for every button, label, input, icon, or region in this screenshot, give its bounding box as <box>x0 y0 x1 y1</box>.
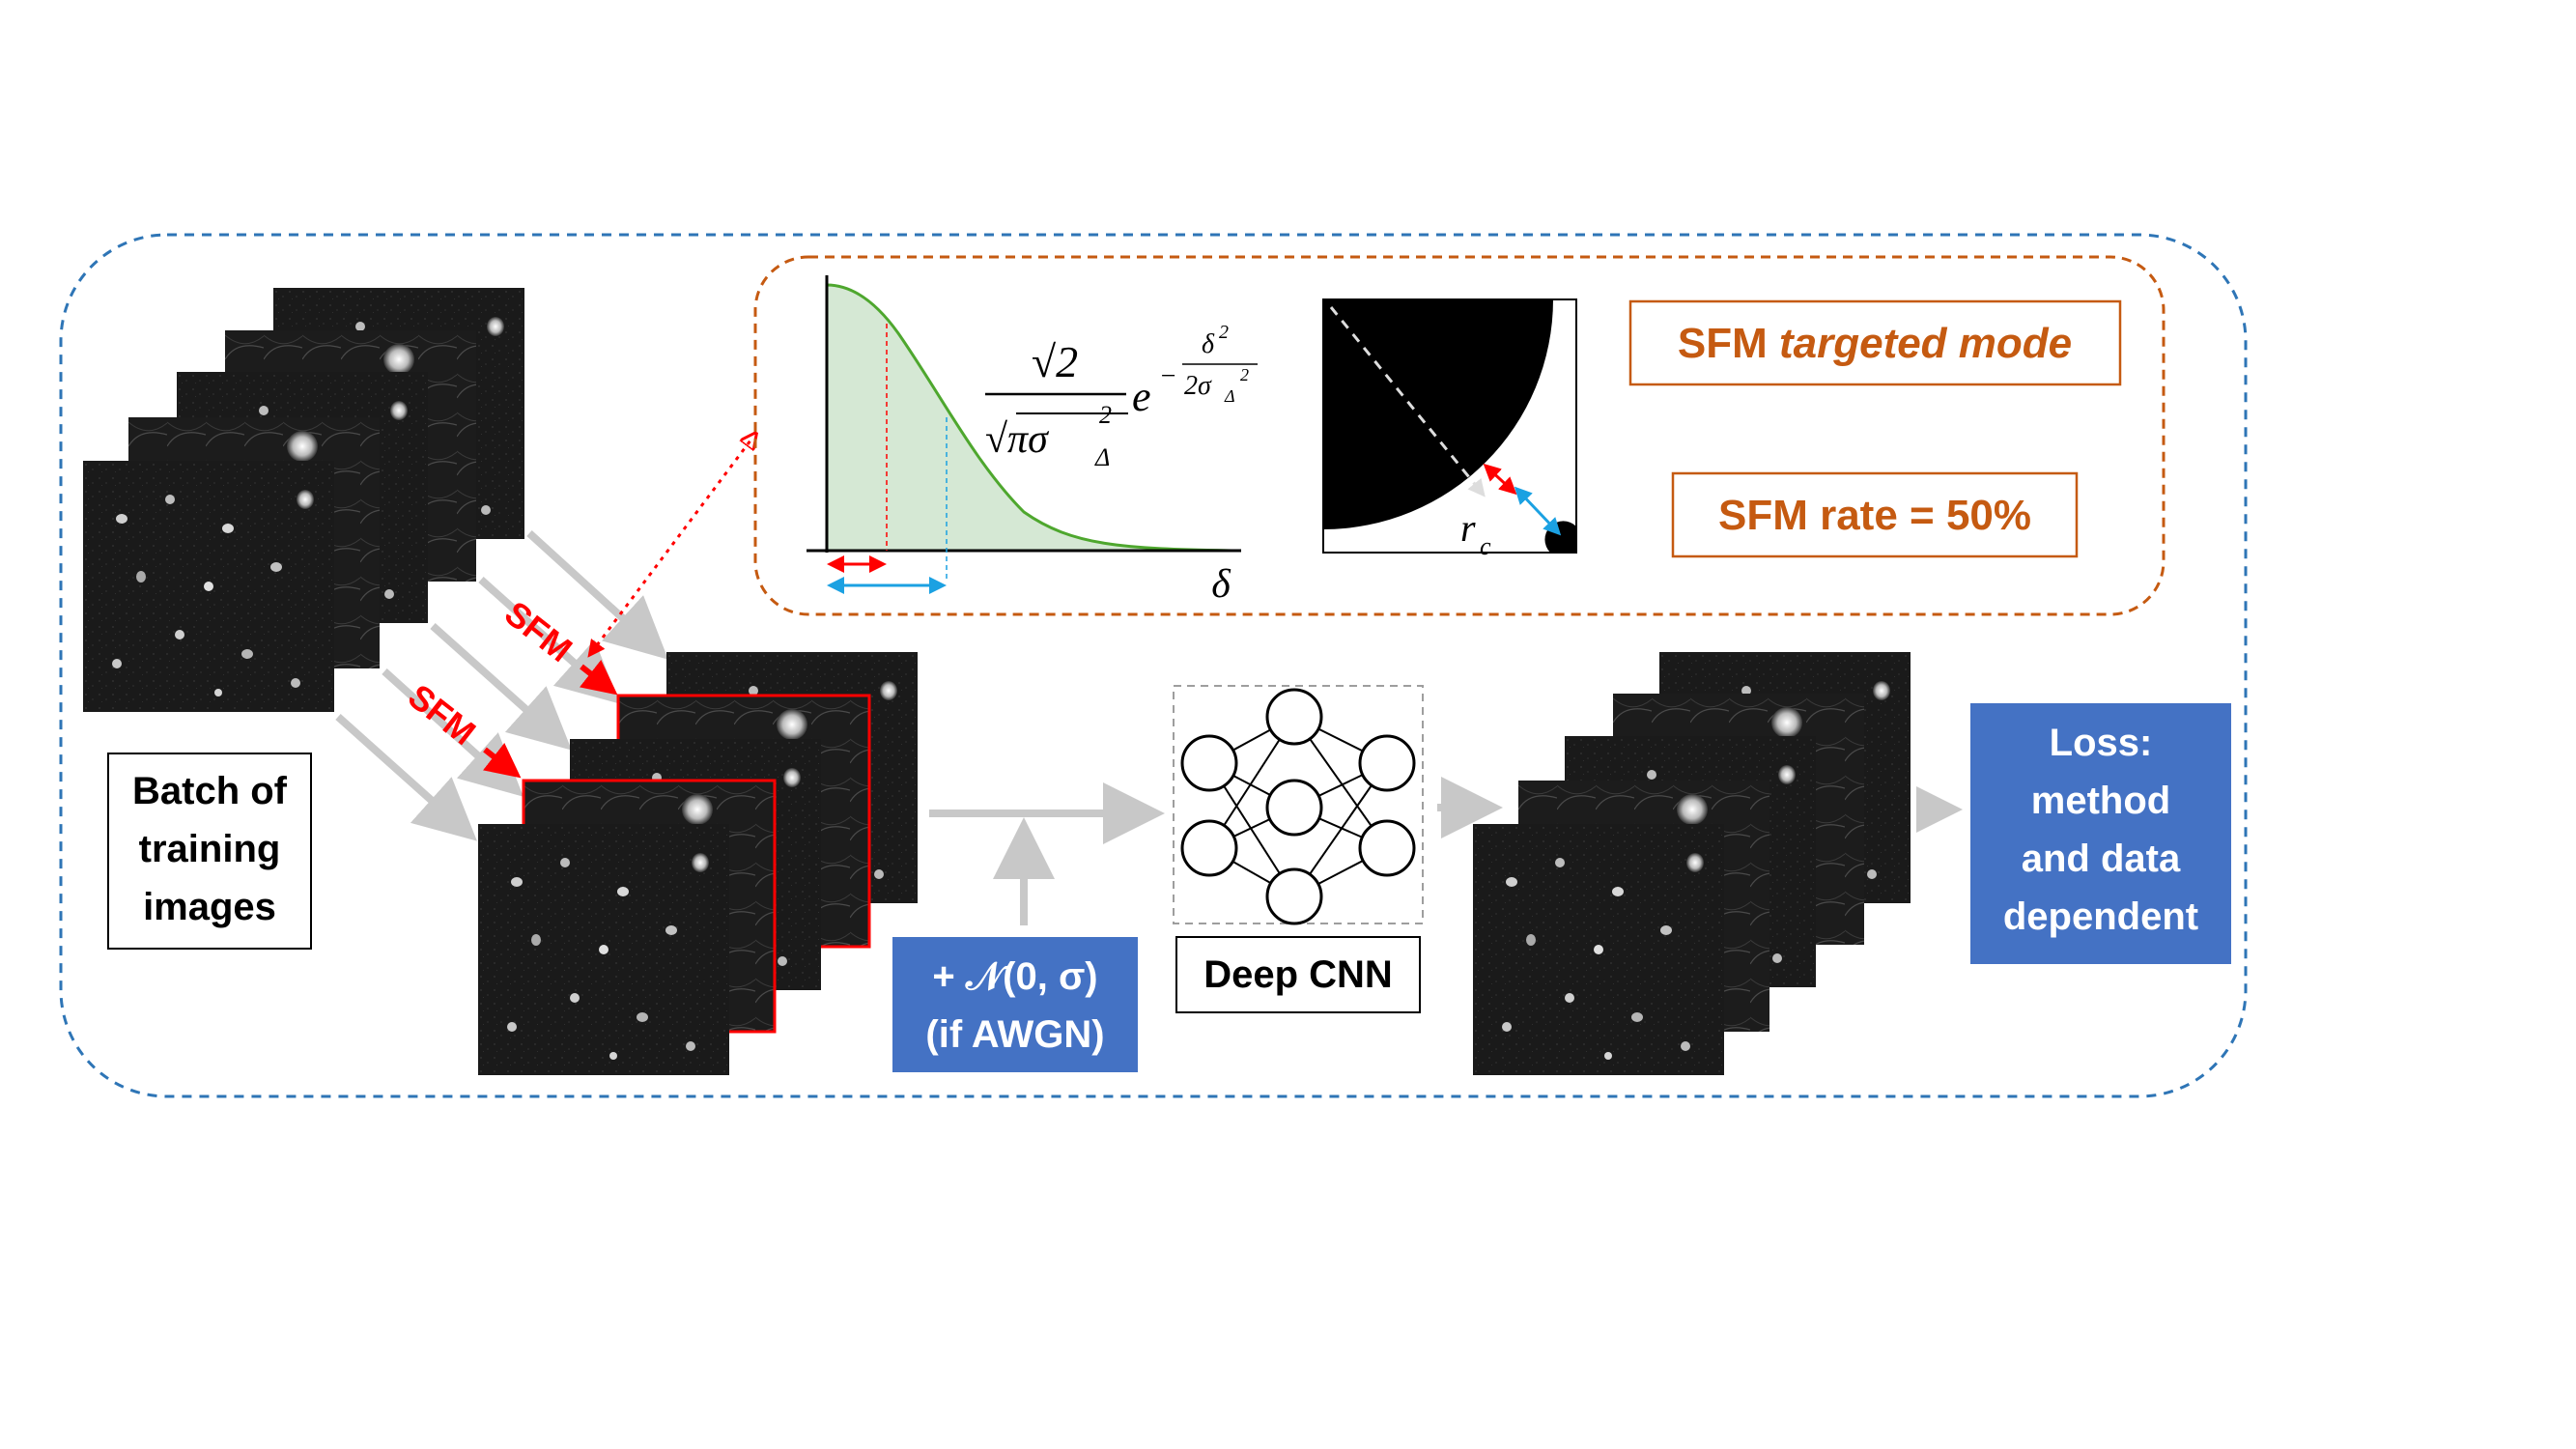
sfm-rate-text: SFM rate = 50% <box>1718 492 2031 539</box>
cnn-label-box: Deep CNN <box>1175 936 1421 1013</box>
loss-box: Loss: method and data dependent <box>1970 703 2231 964</box>
gaussian-curve <box>826 283 1237 553</box>
loss-line3: and data <box>2022 838 2181 880</box>
formula-denominator: √πσ <box>985 417 1050 462</box>
noise-box: + 𝒩(0, σ) (if AWGN) <box>892 937 1138 1072</box>
graph-axis-label: δ <box>1211 562 1231 607</box>
cnn-icon <box>1173 685 1424 925</box>
batch-label-line1: Batch of <box>132 770 288 812</box>
sfm-detail-link <box>591 437 753 653</box>
loss-line2: method <box>2031 780 2170 822</box>
formula-base: e <box>1132 373 1151 420</box>
cnn-label: Deep CNN <box>1203 953 1393 996</box>
batch-label-box: Batch of training images <box>107 753 312 950</box>
formula-denominator-sup: 2 <box>1099 401 1112 429</box>
sfm-arrow-lower: SFM <box>401 676 522 779</box>
formula-denominator-sub: Δ <box>1094 443 1110 471</box>
formula-numerator: √2 <box>1032 337 1078 386</box>
sfm-rate-box: SFM rate = 50% <box>1671 471 2079 558</box>
targeted-mode-prefix: SFM <box>1678 320 1779 367</box>
formula-exp-den-sup: 2 <box>1240 365 1249 384</box>
targeted-mode-box: SFM targeted mode <box>1628 299 2122 386</box>
noise-line2: (if AWGN) <box>925 1013 1104 1056</box>
formula-exp-sign: − <box>1159 361 1177 391</box>
sfm-image-stack <box>478 652 918 1075</box>
batch-label-line3: images <box>143 886 276 928</box>
gaussian-graph: δ <box>807 275 1241 607</box>
gaussian-formula: √2 √πσ Δ 2 e − δ 2 2σ Δ 2 <box>985 322 1258 471</box>
formula-exp-den: 2σ <box>1184 371 1212 401</box>
gaussian-area <box>827 285 1236 551</box>
sfm-detail-inset <box>753 255 2166 616</box>
loss-line4: dependent <box>2003 895 2198 938</box>
batch-label-line2: training <box>139 828 281 870</box>
mask-radius-sub: c <box>1480 532 1491 560</box>
formula-exp-num-sup: 2 <box>1219 322 1229 343</box>
sfm-arrow-upper: SFM <box>497 593 618 696</box>
output-image-stack <box>1473 652 1911 1075</box>
loss-line1: Loss: <box>2050 722 2153 764</box>
noise-line1: + 𝒩(0, σ) <box>932 955 1097 998</box>
sfm-label-lower: SFM <box>401 676 483 753</box>
formula-exp-den-sub: Δ <box>1224 386 1235 406</box>
targeted-mode-text: SFM targeted mode <box>1678 320 2072 367</box>
mask-radius-label: r <box>1460 506 1476 550</box>
formula-exp-num: δ <box>1202 329 1215 359</box>
frequency-mask: r c <box>1322 298 1577 560</box>
targeted-mode-italic: targeted mode <box>1779 320 2072 367</box>
